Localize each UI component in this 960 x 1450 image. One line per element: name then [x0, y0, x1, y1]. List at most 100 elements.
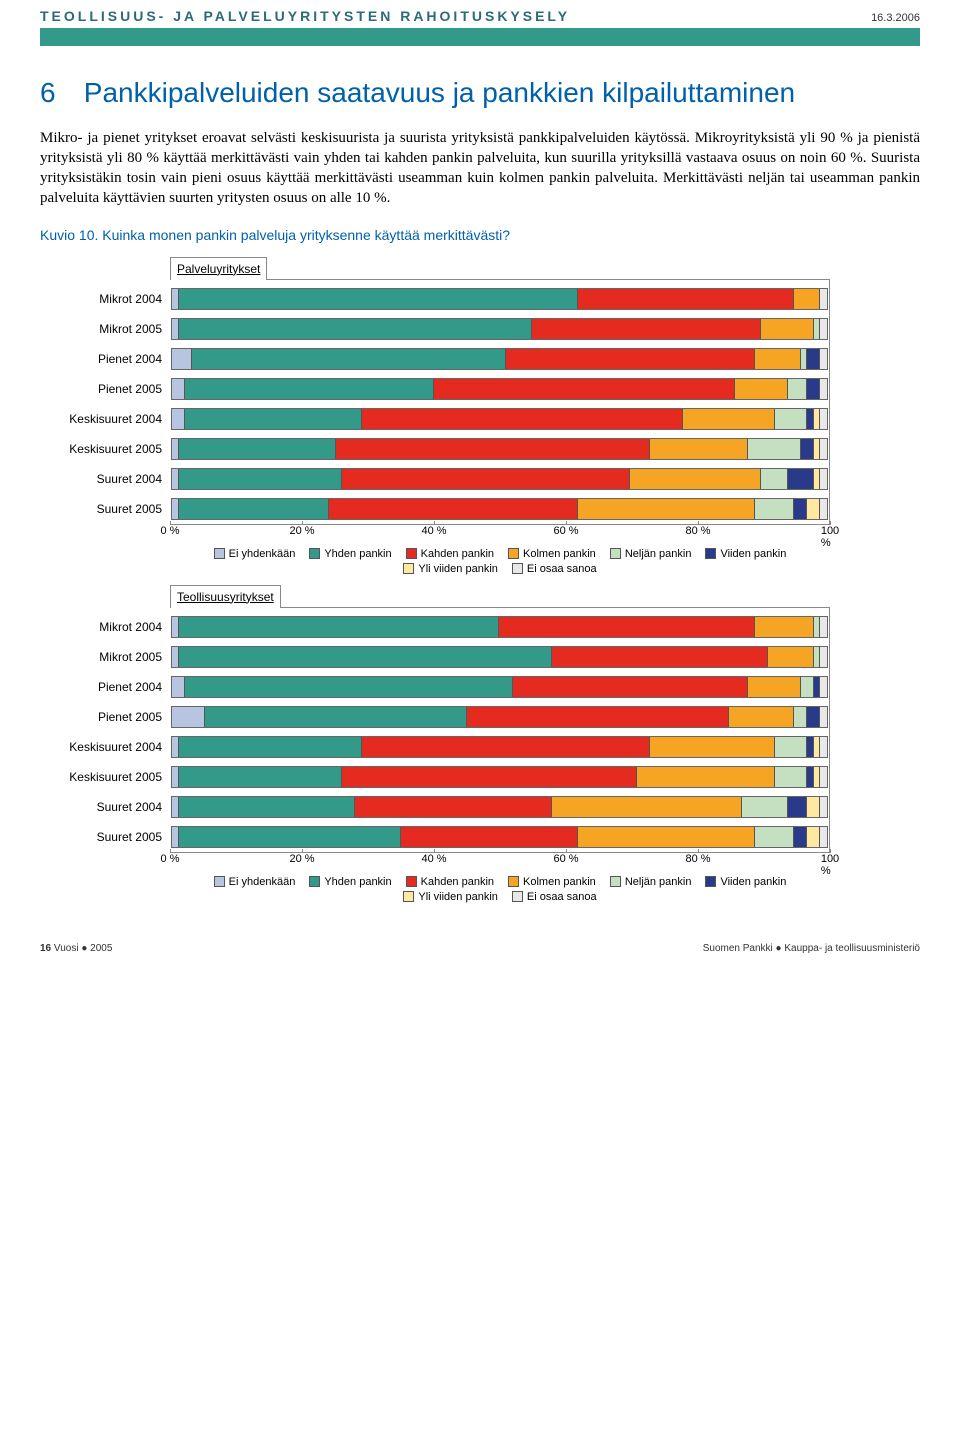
legend-swatch	[512, 563, 523, 574]
bar-segment-yhden	[179, 737, 362, 757]
x-tick: 80 %	[685, 853, 710, 865]
x-tick: 0 %	[161, 853, 180, 865]
bar-segment-ei_osaa	[820, 707, 827, 727]
bar-row: Suuret 2004	[170, 792, 829, 822]
bar-segment-neljan	[755, 499, 794, 519]
bar-label: Keskisuuret 2004	[40, 412, 170, 426]
legend-swatch	[610, 548, 621, 559]
bar-segment-ei_osaa	[820, 737, 827, 757]
bar-segment-kolmen	[794, 289, 820, 309]
bar-segment-ei_osaa	[820, 677, 827, 697]
legend-label: Ei osaa sanoa	[527, 891, 597, 903]
bar-segment-kolmen	[748, 677, 800, 697]
bar-segment-yhden	[179, 827, 402, 847]
bar-segment-yhden	[179, 617, 500, 637]
legend: Ei yhdenkäänYhden pankinKahden pankinKol…	[170, 876, 830, 903]
page-footer: 16 Vuosi ● 2005 Suomen Pankki ● Kauppa- …	[40, 913, 920, 964]
legend-item: Ei osaa sanoa	[512, 563, 597, 575]
bar-segment-ei_osaa	[820, 379, 827, 399]
bar-segment-viiden	[794, 827, 807, 847]
bar-segment-neljan	[794, 707, 807, 727]
stacked-bar	[171, 766, 828, 788]
bar-row: Keskisuuret 2005	[170, 434, 829, 464]
footer-right: Suomen Pankki ● Kauppa- ja teollisuusmin…	[703, 943, 920, 954]
bar-row: Keskisuuret 2005	[170, 762, 829, 792]
legend-label: Kahden pankin	[421, 876, 494, 888]
legend-swatch	[512, 891, 523, 902]
bar-segment-ei_yhdenkaan	[172, 409, 185, 429]
stacked-bar	[171, 796, 828, 818]
section-number: 6	[40, 76, 76, 110]
bar-segment-yhden	[192, 349, 506, 369]
bar-segment-kahden	[401, 827, 578, 847]
bar-segment-kahden	[342, 767, 637, 787]
bar-segment-yhden	[179, 499, 330, 519]
bar-segment-kolmen	[755, 349, 801, 369]
legend-swatch	[403, 563, 414, 574]
bar-segment-kolmen	[768, 647, 814, 667]
legend-label: Yhden pankin	[324, 548, 391, 560]
bar-row: Suuret 2005	[170, 494, 829, 524]
bar-segment-kahden	[513, 677, 749, 697]
bar-segment-ei_osaa	[820, 349, 827, 369]
bar-segment-kahden	[506, 349, 755, 369]
section-heading: 6 Pankkipalveluiden saatavuus ja pankkie…	[40, 76, 920, 110]
chart-palveluyritykset: PalveluyrityksetMikrot 2004Mikrot 2005Pi…	[170, 257, 830, 575]
bar-segment-ei_osaa	[820, 289, 827, 309]
bar-label: Pienet 2005	[40, 382, 170, 396]
document-header: TEOLLISUUS- JA PALVELUYRITYSTEN RAHOITUS…	[40, 0, 920, 28]
stacked-bar	[171, 736, 828, 758]
body-paragraph: Mikro- ja pienet yritykset eroavat selvä…	[40, 128, 920, 209]
stacked-bar	[171, 468, 828, 490]
doc-date: 16.3.2006	[871, 12, 920, 24]
legend-swatch	[705, 548, 716, 559]
x-tick: 40 %	[421, 853, 446, 865]
x-tick: 40 %	[421, 525, 446, 537]
legend-swatch	[403, 891, 414, 902]
bar-segment-ei_osaa	[820, 409, 827, 429]
bar-segment-ei_osaa	[820, 827, 827, 847]
bar-segment-kahden	[336, 439, 650, 459]
bar-row: Mikrot 2004	[170, 612, 829, 642]
x-tick: 20 %	[289, 525, 314, 537]
legend-label: Viiden pankin	[720, 548, 786, 560]
bar-row: Pienet 2005	[170, 374, 829, 404]
bar-label: Pienet 2004	[40, 680, 170, 694]
legend-label: Viiden pankin	[720, 876, 786, 888]
bar-segment-kahden	[362, 409, 683, 429]
bar-label: Keskisuuret 2005	[40, 770, 170, 784]
stacked-bar	[171, 826, 828, 848]
bar-row: Keskisuuret 2004	[170, 732, 829, 762]
legend-item: Viiden pankin	[705, 876, 786, 888]
chart-subtitle: Palveluyritykset	[170, 257, 267, 280]
bar-segment-neljan	[761, 469, 787, 489]
bar-segment-yhden	[179, 797, 356, 817]
stacked-bar	[171, 676, 828, 698]
bar-segment-viiden	[807, 707, 820, 727]
stacked-bar	[171, 378, 828, 400]
bar-segment-ei_yhdenkaan	[172, 379, 185, 399]
bar-segment-yhden	[185, 677, 513, 697]
legend-item: Ei osaa sanoa	[512, 891, 597, 903]
legend-swatch	[610, 876, 621, 887]
bar-segment-yhden	[179, 767, 343, 787]
bar-segment-viiden	[801, 439, 814, 459]
footer-left-text: Vuosi ● 2005	[54, 943, 113, 954]
bar-segment-kolmen	[729, 707, 795, 727]
x-tick: 0 %	[161, 525, 180, 537]
legend-item: Yhden pankin	[309, 876, 391, 888]
chart-teollisuusyritykset: TeollisuusyrityksetMikrot 2004Mikrot 200…	[170, 585, 830, 903]
bar-row: Suuret 2004	[170, 464, 829, 494]
bar-segment-yhden	[179, 647, 552, 667]
bar-segment-yli_viiden	[807, 797, 820, 817]
legend-label: Yli viiden pankin	[418, 891, 498, 903]
legend-item: Yli viiden pankin	[403, 891, 498, 903]
bar-segment-neljan	[742, 797, 788, 817]
bar-segment-yhden	[179, 439, 336, 459]
bar-segment-kolmen	[650, 439, 748, 459]
bar-segment-neljan	[775, 767, 808, 787]
bar-label: Keskisuuret 2004	[40, 740, 170, 754]
chart-subtitle: Teollisuusyritykset	[170, 585, 281, 608]
bar-segment-neljan	[801, 677, 814, 697]
x-tick: 100 %	[821, 525, 839, 549]
